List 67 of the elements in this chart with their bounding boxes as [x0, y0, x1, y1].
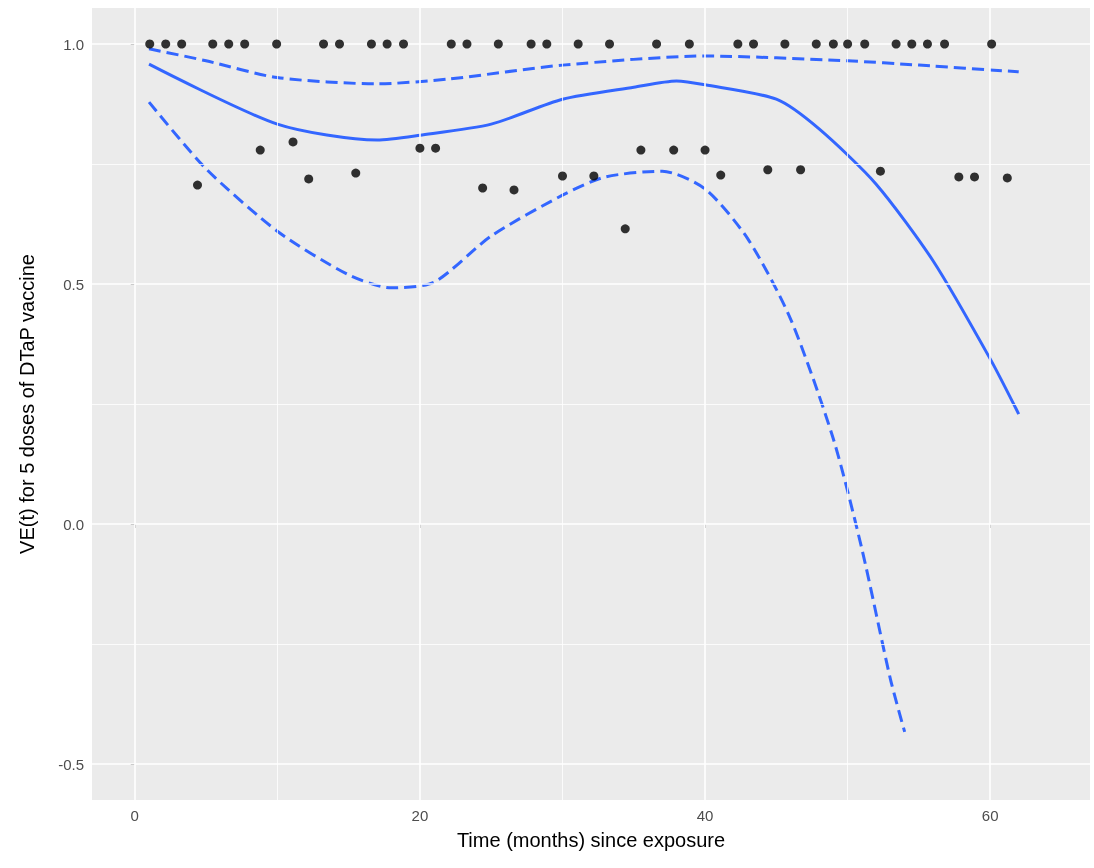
- point: [716, 170, 726, 180]
- y-axis-title: VE(t) for 5 doses of DTaP vaccine: [16, 254, 38, 554]
- point: [145, 39, 155, 49]
- point: [399, 39, 409, 49]
- point: [351, 168, 361, 178]
- point: [493, 39, 503, 49]
- point: [605, 39, 615, 49]
- y-tick-label: 1.0: [63, 35, 84, 53]
- point: [652, 39, 662, 49]
- point: [763, 165, 773, 175]
- x-tick-label: 20: [411, 807, 429, 824]
- point: [288, 137, 298, 147]
- point: [431, 143, 441, 153]
- point: [907, 39, 917, 49]
- point: [319, 39, 329, 49]
- point: [208, 39, 218, 49]
- point: [733, 39, 743, 49]
- point: [366, 39, 376, 49]
- point: [922, 39, 932, 49]
- point: [636, 145, 646, 155]
- point: [669, 145, 679, 155]
- point: [240, 39, 250, 49]
- x-tick-label: 40: [696, 807, 714, 824]
- point: [684, 39, 694, 49]
- point: [272, 39, 282, 49]
- point: [255, 145, 265, 155]
- point: [780, 39, 790, 49]
- point: [828, 39, 838, 49]
- point: [161, 39, 171, 49]
- point: [573, 39, 583, 49]
- line-series: [147, 100, 907, 734]
- point: [478, 183, 488, 193]
- point: [415, 143, 425, 153]
- point: [620, 224, 630, 234]
- line-series: [147, 62, 1021, 416]
- point: [970, 172, 980, 182]
- y-tick-label: 0.0: [63, 515, 84, 533]
- point: [875, 166, 885, 176]
- point: [177, 39, 187, 49]
- point: [749, 39, 759, 49]
- point: [224, 39, 234, 49]
- point: [940, 39, 950, 49]
- y-tick-label: 0.5: [63, 275, 84, 293]
- point: [526, 39, 536, 49]
- x-tick-label: 0: [130, 807, 139, 824]
- point: [843, 39, 853, 49]
- point: [335, 39, 344, 49]
- x-axis-title: Time (months) since exposure: [456, 829, 726, 851]
- y-tick-label: -0.5: [58, 755, 84, 773]
- point: [193, 180, 202, 190]
- point: [954, 172, 964, 182]
- point: [1002, 173, 1012, 183]
- point: [462, 39, 472, 49]
- point: [700, 145, 710, 155]
- point: [509, 185, 519, 195]
- point: [304, 174, 314, 184]
- point: [382, 39, 392, 49]
- x-tick-label: 60: [981, 807, 999, 824]
- point: [891, 39, 901, 49]
- point: [860, 39, 870, 49]
- point: [987, 39, 997, 49]
- point: [811, 39, 821, 49]
- point: [589, 171, 599, 181]
- point: [446, 39, 456, 49]
- point: [557, 171, 567, 181]
- point: [542, 39, 552, 49]
- point: [796, 165, 806, 175]
